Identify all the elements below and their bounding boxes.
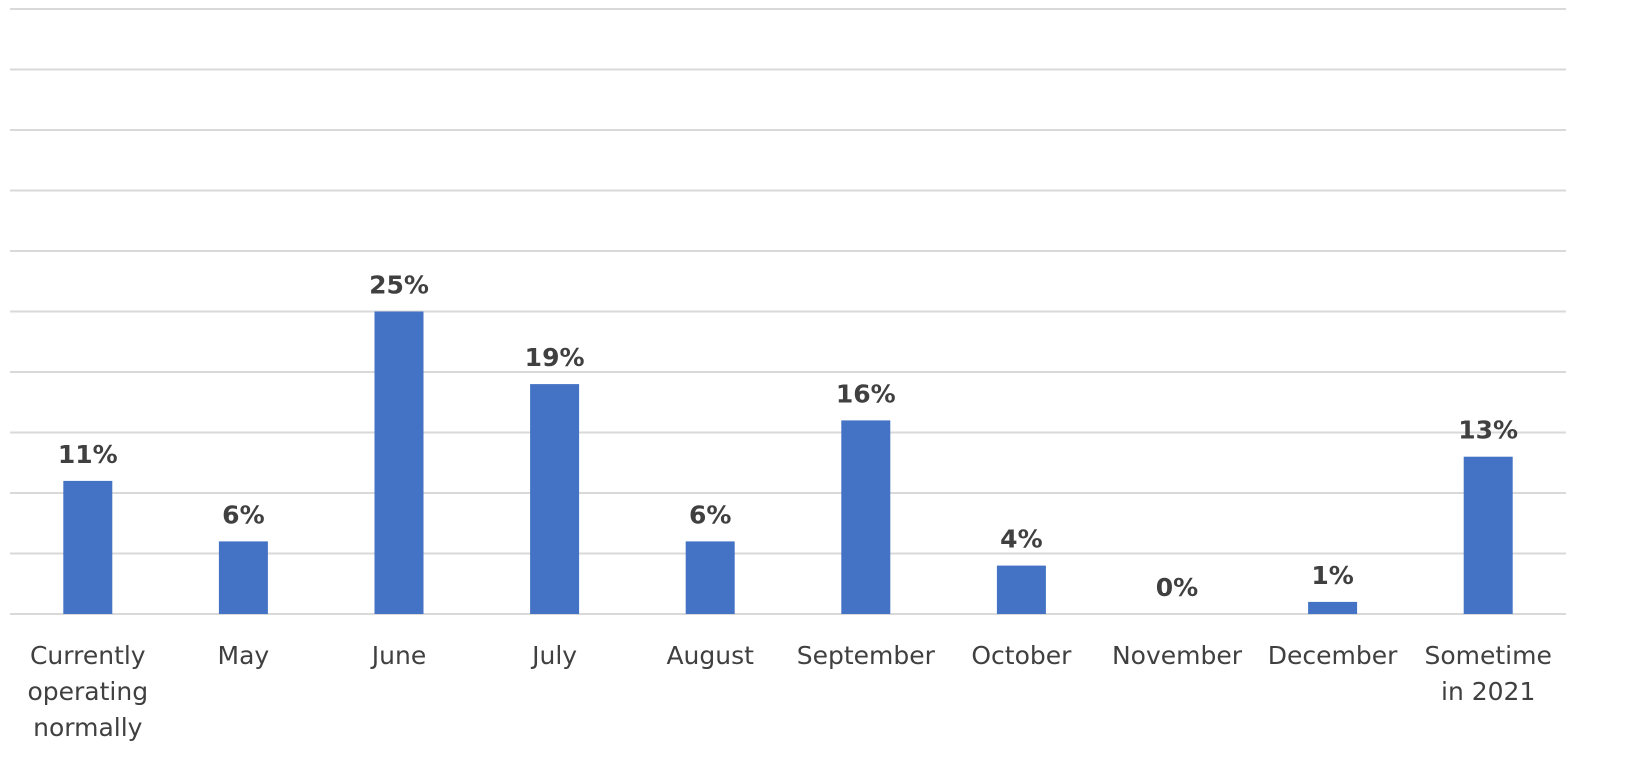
x-tick-label: May (168, 638, 318, 674)
value-label: 19% (525, 343, 585, 372)
bar (530, 384, 579, 614)
value-label: 25% (369, 271, 429, 300)
x-tick-label: December (1258, 638, 1408, 674)
bar (219, 541, 268, 614)
x-tick-label: August (635, 638, 785, 674)
bar (63, 481, 112, 614)
value-label: 6% (222, 500, 264, 529)
x-tick-label: June (324, 638, 474, 674)
x-tick-label: Currently operating normally (13, 638, 163, 746)
chart: 11% 6% 25% 19% 6% 16% 4% 0% 1% 13% Currently oper… (0, 0, 1636, 776)
value-label: 1% (1311, 561, 1353, 590)
bar (1308, 602, 1357, 614)
value-label: 6% (689, 500, 731, 529)
value-label: 11% (58, 440, 118, 469)
value-label: 0% (1156, 573, 1198, 602)
bar (1464, 457, 1513, 614)
bar (686, 541, 735, 614)
bar (841, 420, 890, 614)
value-label: 16% (836, 379, 896, 408)
value-label: 13% (1458, 416, 1518, 445)
x-tick-label: November (1102, 638, 1252, 674)
x-tick-label: July (480, 638, 630, 674)
value-label: 4% (1000, 525, 1042, 554)
x-tick-label: October (946, 638, 1096, 674)
bar (997, 566, 1046, 614)
x-tick-label: Sometime in 2021 (1413, 638, 1563, 710)
bar (375, 312, 424, 615)
x-tick-label: September (791, 638, 941, 674)
